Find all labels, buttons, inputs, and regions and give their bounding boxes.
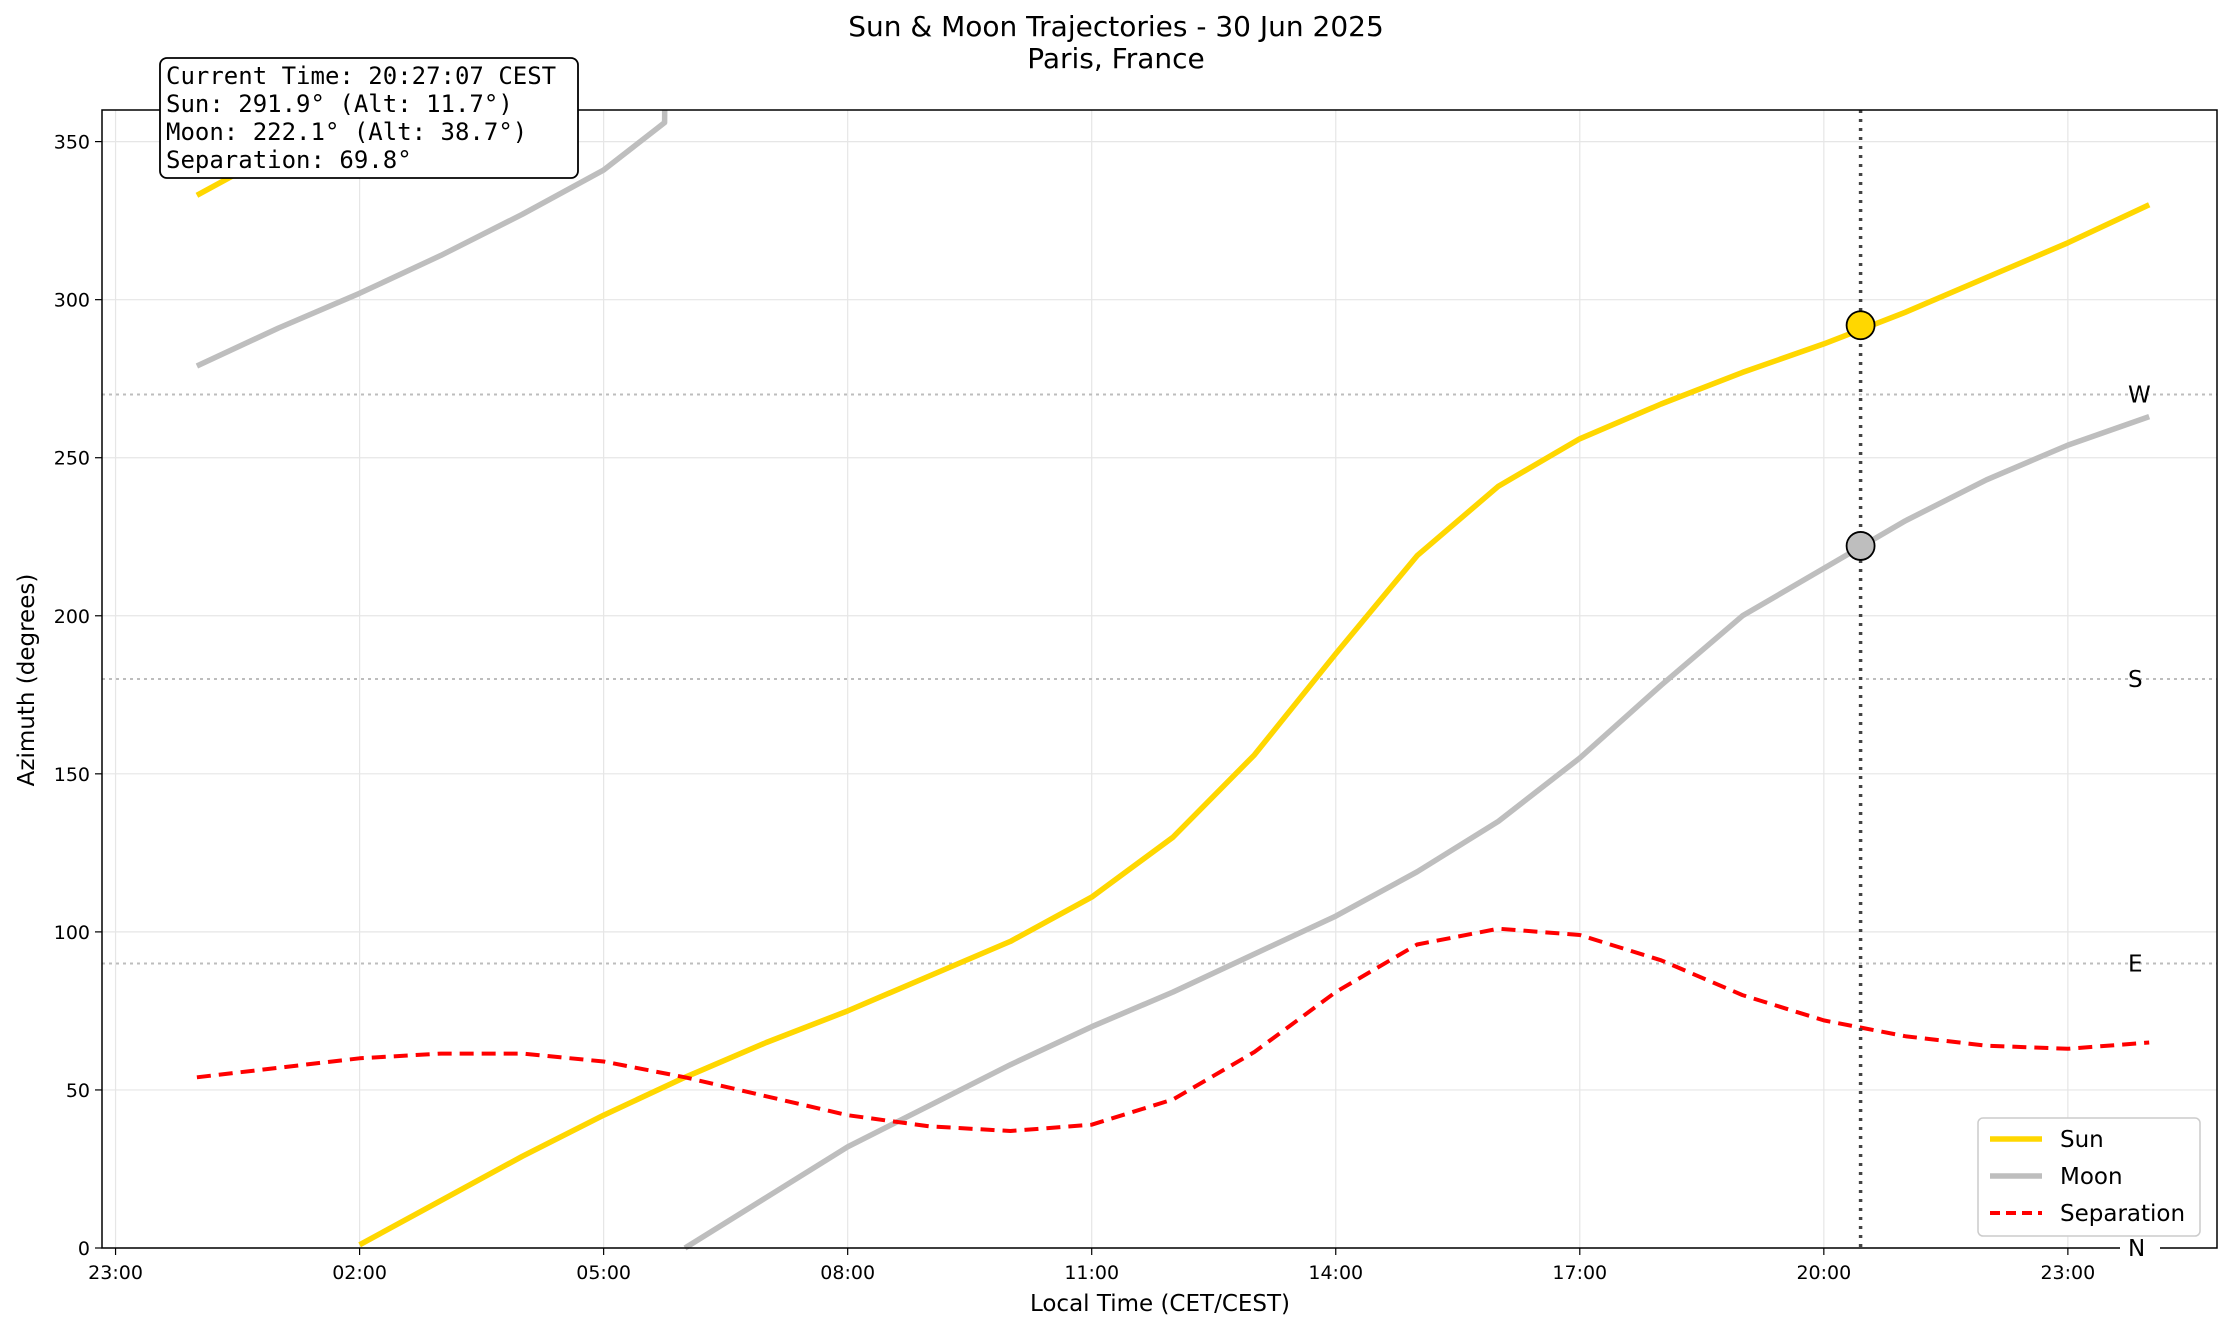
x-axis-ticks: 23:00 02:00 05:00 08:00 11:00 14:00 17:00 20:00…	[88, 1248, 2095, 1284]
legend-frame	[1977, 1117, 2201, 1237]
y-tick-label: 100	[54, 922, 90, 944]
info-sun: Sun: 291.9° (Alt: 11.7°)	[166, 90, 513, 118]
y-tick-label: 0	[78, 1238, 90, 1260]
x-tick-label: 17:00	[1552, 1262, 1607, 1284]
info-current-time: Current Time: 20:27:07 CEST	[166, 62, 556, 90]
y-tick-label: 250	[54, 448, 90, 470]
x-tick-label: 14:00	[1308, 1262, 1363, 1284]
x-tick-label: 20:00	[1796, 1262, 1851, 1284]
compass-label-bg	[2120, 1234, 2160, 1262]
y-tick-label: 200	[54, 606, 90, 628]
info-moon: Moon: 222.1° (Alt: 38.7°)	[166, 118, 527, 146]
x-tick-label: 02:00	[332, 1262, 387, 1284]
y-tick-label: 150	[54, 764, 90, 786]
plot-area-frame	[101, 109, 2218, 1249]
compass-label-e: E	[2128, 952, 2143, 978]
x-tick-label: 08:00	[820, 1262, 875, 1284]
x-tick-label: 23:00	[2040, 1262, 2095, 1284]
x-tick-label: 11:00	[1064, 1262, 1119, 1284]
legend-label-moon: Moon	[2060, 1164, 2123, 1190]
current-moon-marker	[1845, 531, 1876, 561]
legend: Sun Moon Separation	[1977, 1117, 2201, 1237]
y-tick-label: 50	[66, 1080, 90, 1102]
compass-label-s: S	[2128, 667, 2143, 693]
x-tick-label: 05:00	[576, 1262, 631, 1284]
chart-subtitle: Paris, France	[1027, 42, 1205, 75]
compass-reference-lines	[102, 393, 2217, 965]
y-tick-label: 350	[54, 132, 90, 154]
compass-labels: N E S W	[2120, 383, 2160, 1262]
x-axis-label: Local Time (CET/CEST)	[1030, 1291, 1290, 1317]
series-line-separation	[196, 926, 2150, 1133]
info-box: Current Time: 20:27:07 CEST Sun: 291.9° …	[159, 57, 579, 179]
compass-label-w: W	[2128, 383, 2151, 409]
legend-label-separation: Separation	[2060, 1201, 2185, 1227]
info-box-frame	[159, 57, 579, 179]
chart-title: Sun & Moon Trajectories - 30 Jun 2025	[848, 10, 1384, 43]
y-axis-ticks: 0 50 100 150 200 250 300 350	[54, 132, 102, 1260]
legend-label-sun: Sun	[2060, 1127, 2104, 1153]
y-tick-label: 300	[54, 290, 90, 312]
series-line-sun	[358, 202, 2151, 1248]
series-line-moon	[195, 109, 668, 369]
current-sun-marker	[1845, 310, 1876, 341]
compass-label-n: N	[2128, 1236, 2145, 1262]
current-markers	[1845, 110, 1876, 1248]
y-axis-label: Azimuth (degrees)	[14, 574, 40, 787]
series-line-moon	[683, 414, 2151, 1251]
x-tick-label: 23:00	[88, 1262, 143, 1284]
info-separation: Separation: 69.8°	[166, 146, 412, 174]
